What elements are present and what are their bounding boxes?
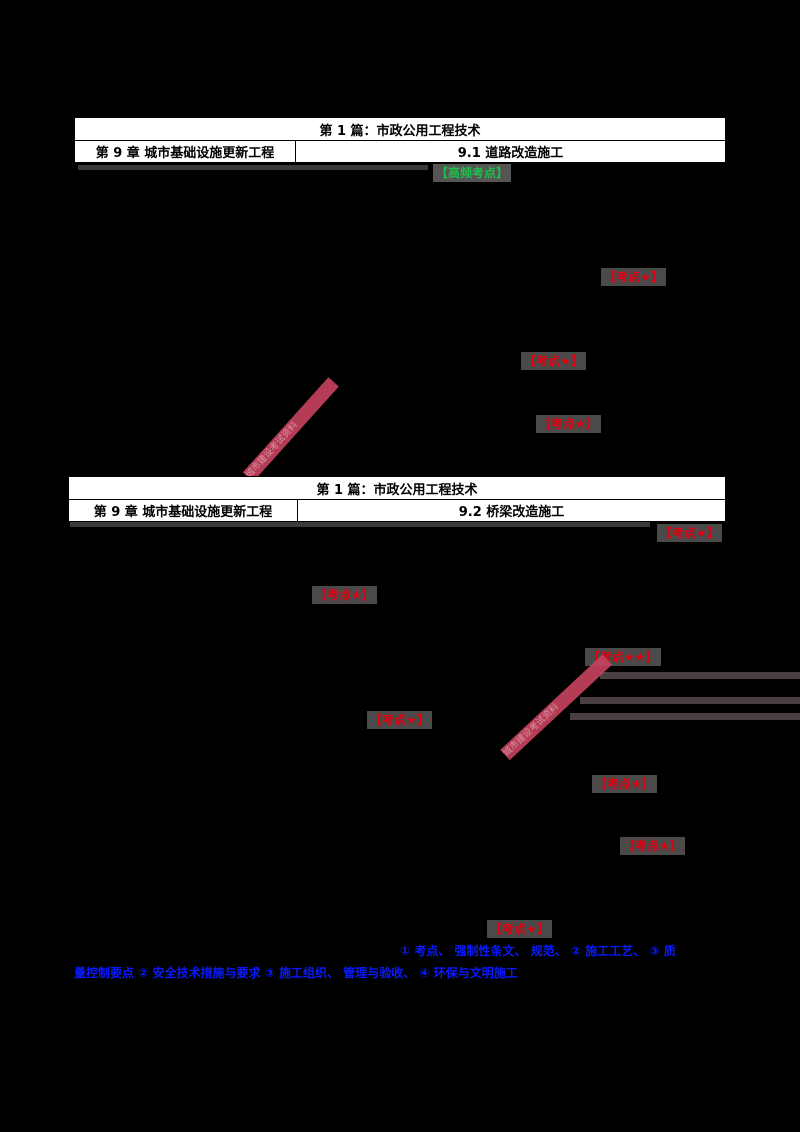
marker-badge: 【考点★】: [592, 775, 657, 793]
marker-badge: 【考点★】: [312, 586, 377, 604]
marker-badge: 【考点★】: [620, 837, 685, 855]
text-line: [570, 713, 800, 720]
marker-badge: 【考点★】: [601, 268, 666, 286]
marker-badge: 【考点★】: [367, 711, 432, 729]
text-line: [600, 672, 800, 679]
marker-badge: 【考点★】: [487, 920, 552, 938]
key-point-badge: 【高频考点】: [433, 164, 512, 182]
section-title: 9.1 道路改造施工: [457, 146, 564, 161]
watermark: 城市建设考试资料: [500, 654, 613, 761]
text-line: [580, 697, 800, 704]
section-title: 9.2 桥梁改造施工: [458, 505, 565, 520]
section-header-9-1: 第 1 篇：市政公用工程技术 第 9 章 城市基础设施更新工程 9.1 道路改造…: [74, 117, 726, 163]
text-line: [78, 165, 428, 170]
part-title: 第 1 篇：市政公用工程技术: [69, 477, 725, 500]
chapter-title: 第 9 章 城市基础设施更新工程: [69, 500, 298, 521]
summary-text-line-1: ① 考点、 强制性条文、 规范、 ② 施工工艺、 ③ 质: [400, 944, 676, 958]
text-line: [70, 522, 650, 527]
section-header-9-2: 第 1 篇：市政公用工程技术 第 9 章 城市基础设施更新工程 9.2 桥梁改造…: [68, 476, 726, 522]
part-title: 第 1 篇：市政公用工程技术: [75, 118, 725, 141]
marker-badge: 【考点★】: [536, 415, 601, 433]
summary-text-line-2: 量控制要点 ② 安全技术措施与要求 ③ 施工组织、 管理与验收、 ④ 环保与文明…: [74, 966, 518, 980]
chapter-title: 第 9 章 城市基础设施更新工程: [75, 141, 296, 162]
marker-badge: 【考点★】: [657, 524, 722, 542]
watermark: 城市建设考试资料: [242, 377, 339, 482]
marker-badge: 【考点★】: [521, 352, 586, 370]
